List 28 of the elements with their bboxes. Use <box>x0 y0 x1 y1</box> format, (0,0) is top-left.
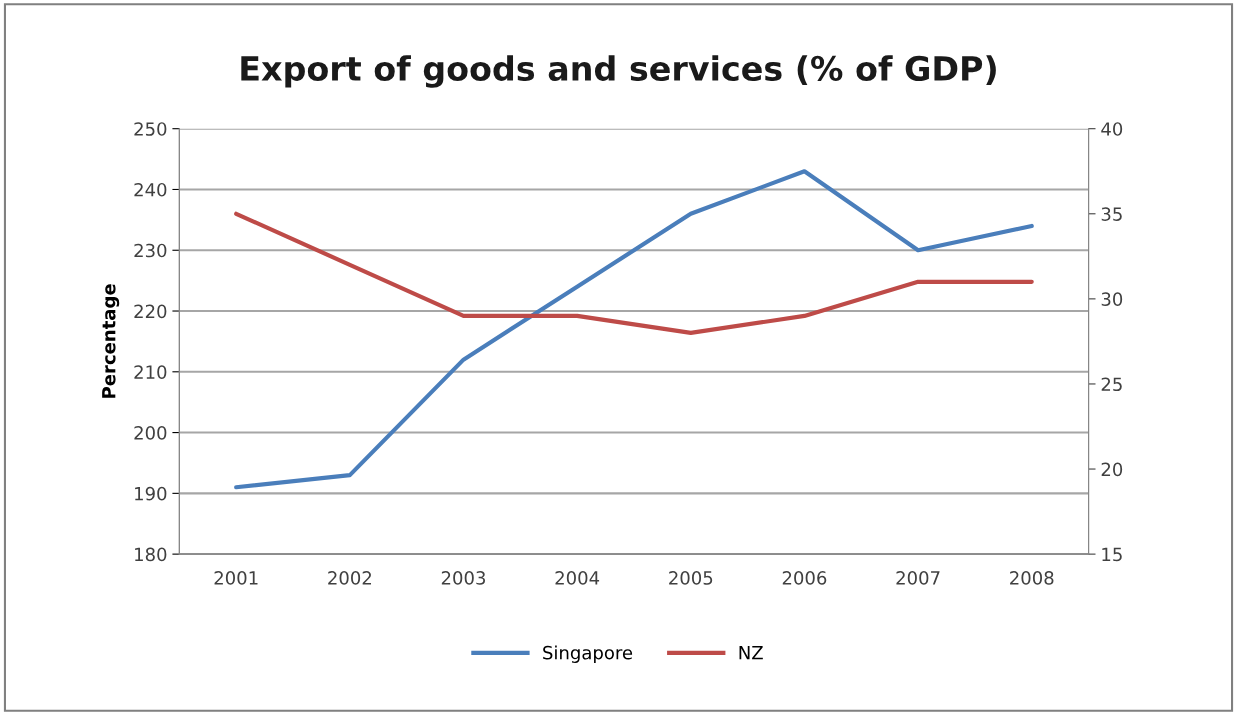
y-tick-label: 250 <box>134 122 167 136</box>
x-tick-label: 2002 <box>328 571 372 585</box>
x-tick-label: 2003 <box>441 571 486 585</box>
line-series <box>234 211 1034 335</box>
y2-tick-label: 15 <box>1102 547 1122 562</box>
y-tick-label: 180 <box>135 547 167 562</box>
line-series <box>234 169 1034 490</box>
y2-tick-label: 30 <box>1101 292 1123 306</box>
x-tick-label: 2007 <box>896 571 940 585</box>
legend-label: Singapore <box>543 645 633 663</box>
y2-tick-label: 20 <box>1101 462 1123 477</box>
y-tick-label: 210 <box>134 365 167 379</box>
y-tick-label: 190 <box>135 486 167 501</box>
chart-title: Export of goods and services (% of GDP) <box>241 55 996 88</box>
y2-tick-label: 35 <box>1101 207 1122 221</box>
y-tick-label: 200 <box>134 426 167 440</box>
y2-tick-label: 40 <box>1101 122 1123 136</box>
x-tick-label: 2006 <box>782 571 827 585</box>
y-tick-label: 220 <box>134 304 167 319</box>
y-axis-title: Percentage <box>102 284 120 398</box>
y2-tick-label: 25 <box>1101 377 1122 392</box>
x-tick-label: 2004 <box>555 571 600 585</box>
x-tick-label: 2001 <box>214 571 258 585</box>
y-tick-label: 230 <box>134 243 167 258</box>
x-tick-label: 2008 <box>1010 571 1054 585</box>
y-tick-label: 240 <box>134 182 167 197</box>
x-tick-label: 2005 <box>669 571 713 585</box>
legend-label: NZ <box>739 646 763 660</box>
